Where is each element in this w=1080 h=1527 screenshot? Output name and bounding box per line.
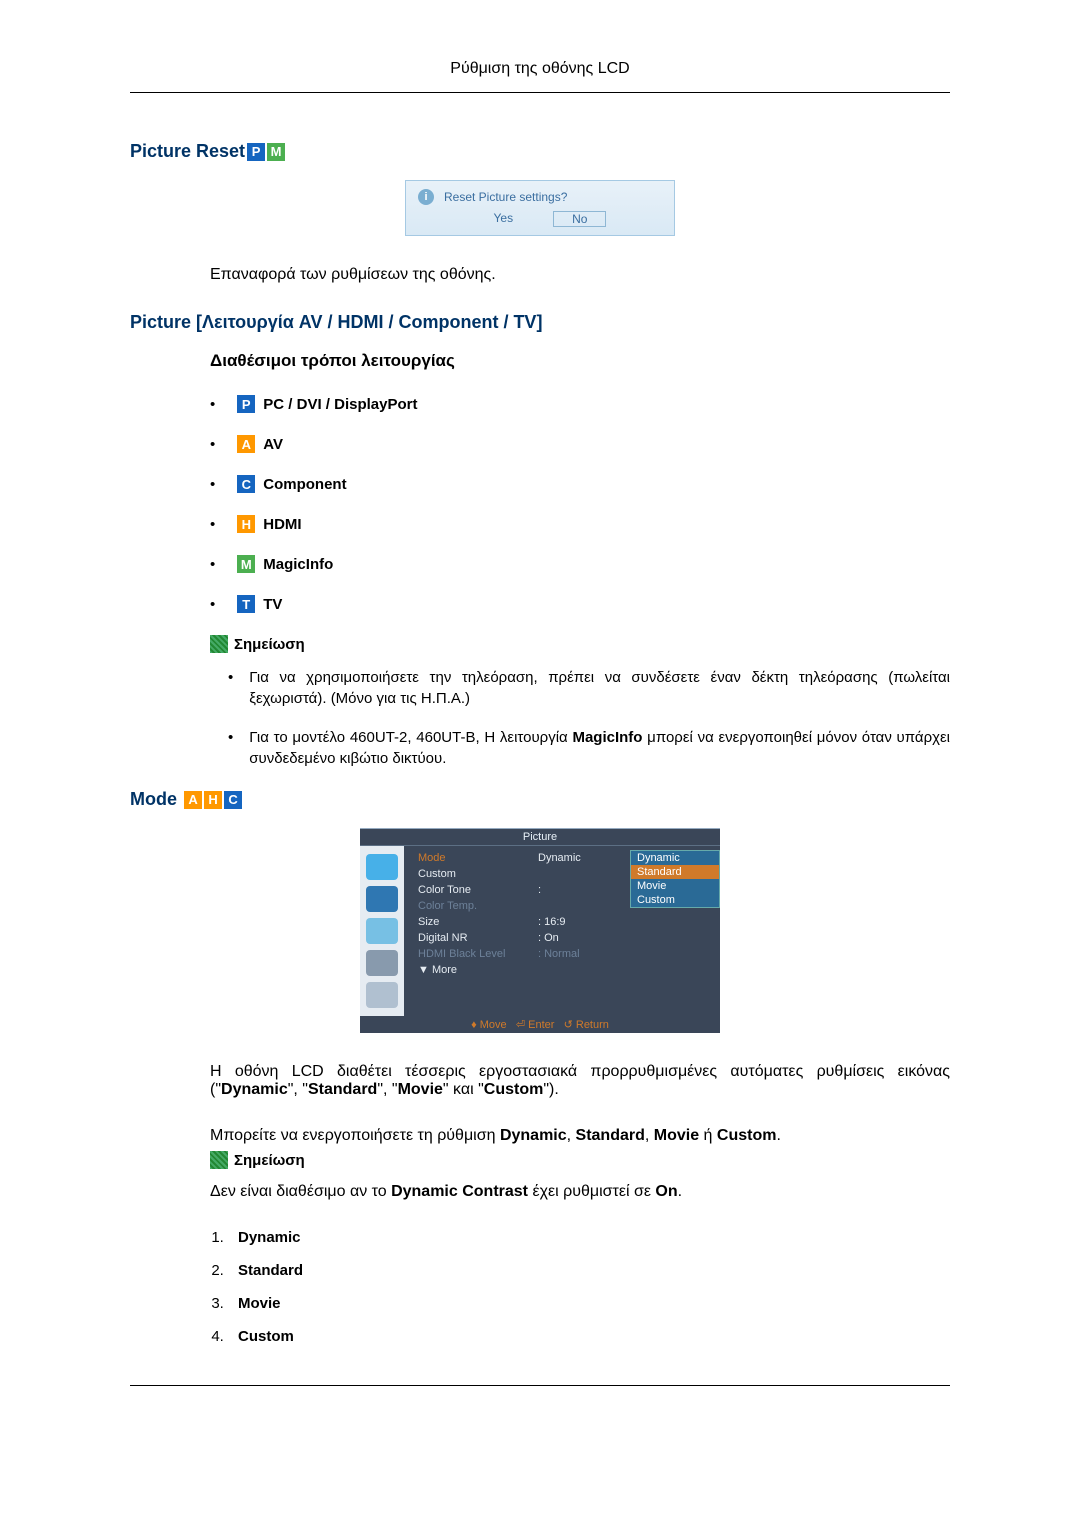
osd-icon[interactable]: [366, 854, 398, 880]
mode-note-body: Δεν είναι διαθέσιμο αν το Dynamic Contra…: [210, 1183, 950, 1201]
picture-reset-heading: Picture Reset P M: [130, 141, 950, 162]
osd-panel: Picture ModeDynamicCustomColor Tone:Colo…: [360, 828, 720, 1033]
foot-return: Return: [576, 1019, 609, 1031]
mode-item: P PC / DVI / DisplayPort: [210, 395, 950, 413]
badge-m-icon: M: [267, 143, 285, 161]
note-text: Για να χρησιμοποιήσετε την τηλεόραση, πρ…: [249, 667, 950, 709]
info-icon: i: [418, 189, 434, 205]
badge-c-icon: C: [224, 791, 242, 809]
osd-icon[interactable]: [366, 982, 398, 1008]
notes-list: Για να χρησιμοποιήσετε την τηλεόραση, πρ…: [210, 667, 950, 769]
note-label: Σημείωση: [234, 636, 305, 653]
mode-label: Component: [263, 476, 346, 493]
mode-item: H HDMI: [210, 515, 950, 533]
mode-item: C Component: [210, 475, 950, 493]
page-header: Ρύθμιση της οθόνης LCD: [130, 60, 950, 93]
mode-label: HDMI: [263, 516, 301, 533]
osd-title: Picture: [360, 829, 720, 846]
note-heading-2: Σημείωση: [210, 1151, 950, 1169]
note-item: Για το μοντέλο 460UT-2, 460UT-B, Η λειτο…: [210, 727, 950, 769]
yes-button[interactable]: Yes: [494, 211, 514, 227]
osd-footer: ♦ Move ⏎ Enter ↺ Return: [360, 1016, 720, 1033]
foot-move: Move: [480, 1019, 507, 1031]
mode-label: AV: [263, 436, 283, 453]
osd-icon[interactable]: [366, 918, 398, 944]
badge-a-icon: A: [237, 435, 255, 453]
reset-dialog: i Reset Picture settings? Yes No: [405, 180, 675, 236]
picture-reset-body: Επαναφορά των ρυθμίσεων της οθόνης.: [210, 266, 950, 284]
mode-label: MagicInfo: [263, 556, 333, 573]
list-item: Standard: [228, 1262, 950, 1279]
badge-p-icon: P: [247, 143, 265, 161]
mode-heading: Mode A H C: [130, 789, 950, 810]
mode-body-2: Μπορείτε να ενεργοποιήσετε τη ρύθμιση Dy…: [210, 1127, 950, 1145]
badge-a-icon: A: [184, 791, 202, 809]
no-button[interactable]: No: [553, 211, 606, 227]
list-item: Dynamic: [228, 1229, 950, 1246]
badge-c-icon: C: [237, 475, 255, 493]
modes-subtitle: Διαθέσιμοι τρόποι λειτουργίας: [210, 351, 950, 371]
list-item: Custom: [228, 1328, 950, 1345]
osd-icon[interactable]: [366, 950, 398, 976]
mode-ordered-list: Dynamic Standard Movie Custom: [228, 1229, 950, 1345]
modes-list: P PC / DVI / DisplayPort A AV C Component H…: [210, 395, 950, 613]
note-text: Για το μοντέλο 460UT-2, 460UT-B, Η λειτο…: [249, 727, 950, 769]
note-heading: Σημείωση: [210, 635, 950, 653]
note-label: Σημείωση: [234, 1152, 305, 1169]
mode-item: A AV: [210, 435, 950, 453]
badge-m-icon: M: [237, 555, 255, 573]
badge-h-icon: H: [237, 515, 255, 533]
mode-label: TV: [263, 596, 282, 613]
badge-p-icon: P: [237, 395, 255, 413]
foot-enter: Enter: [528, 1019, 554, 1031]
mode-item: M MagicInfo: [210, 555, 950, 573]
osd-sidebar: [360, 846, 404, 1016]
osd-popup: DynamicStandardMovieCustom: [630, 850, 720, 908]
picture-reset-title: Picture Reset: [130, 141, 245, 162]
osd-icon[interactable]: [366, 886, 398, 912]
mode-title: Mode: [130, 789, 177, 810]
picture-section-heading: Picture [Λειτουργία AV / HDMI / Componen…: [130, 312, 950, 333]
osd-rows: ModeDynamicCustomColor Tone:Color Temp.S…: [404, 846, 630, 1016]
list-item: Movie: [228, 1295, 950, 1312]
mode-body-1: Η οθόνη LCD διαθέτει τέσσερις εργοστασια…: [210, 1063, 950, 1099]
note-item: Για να χρησιμοποιήσετε την τηλεόραση, πρ…: [210, 667, 950, 709]
note-icon: [210, 635, 228, 653]
badge-t-icon: T: [237, 595, 255, 613]
mode-label: PC / DVI / DisplayPort: [263, 396, 417, 413]
badge-h-icon: H: [204, 791, 222, 809]
mode-item: T TV: [210, 595, 950, 613]
dialog-text: Reset Picture settings?: [444, 190, 567, 204]
note-icon: [210, 1151, 228, 1169]
footer-divider: [130, 1385, 950, 1386]
